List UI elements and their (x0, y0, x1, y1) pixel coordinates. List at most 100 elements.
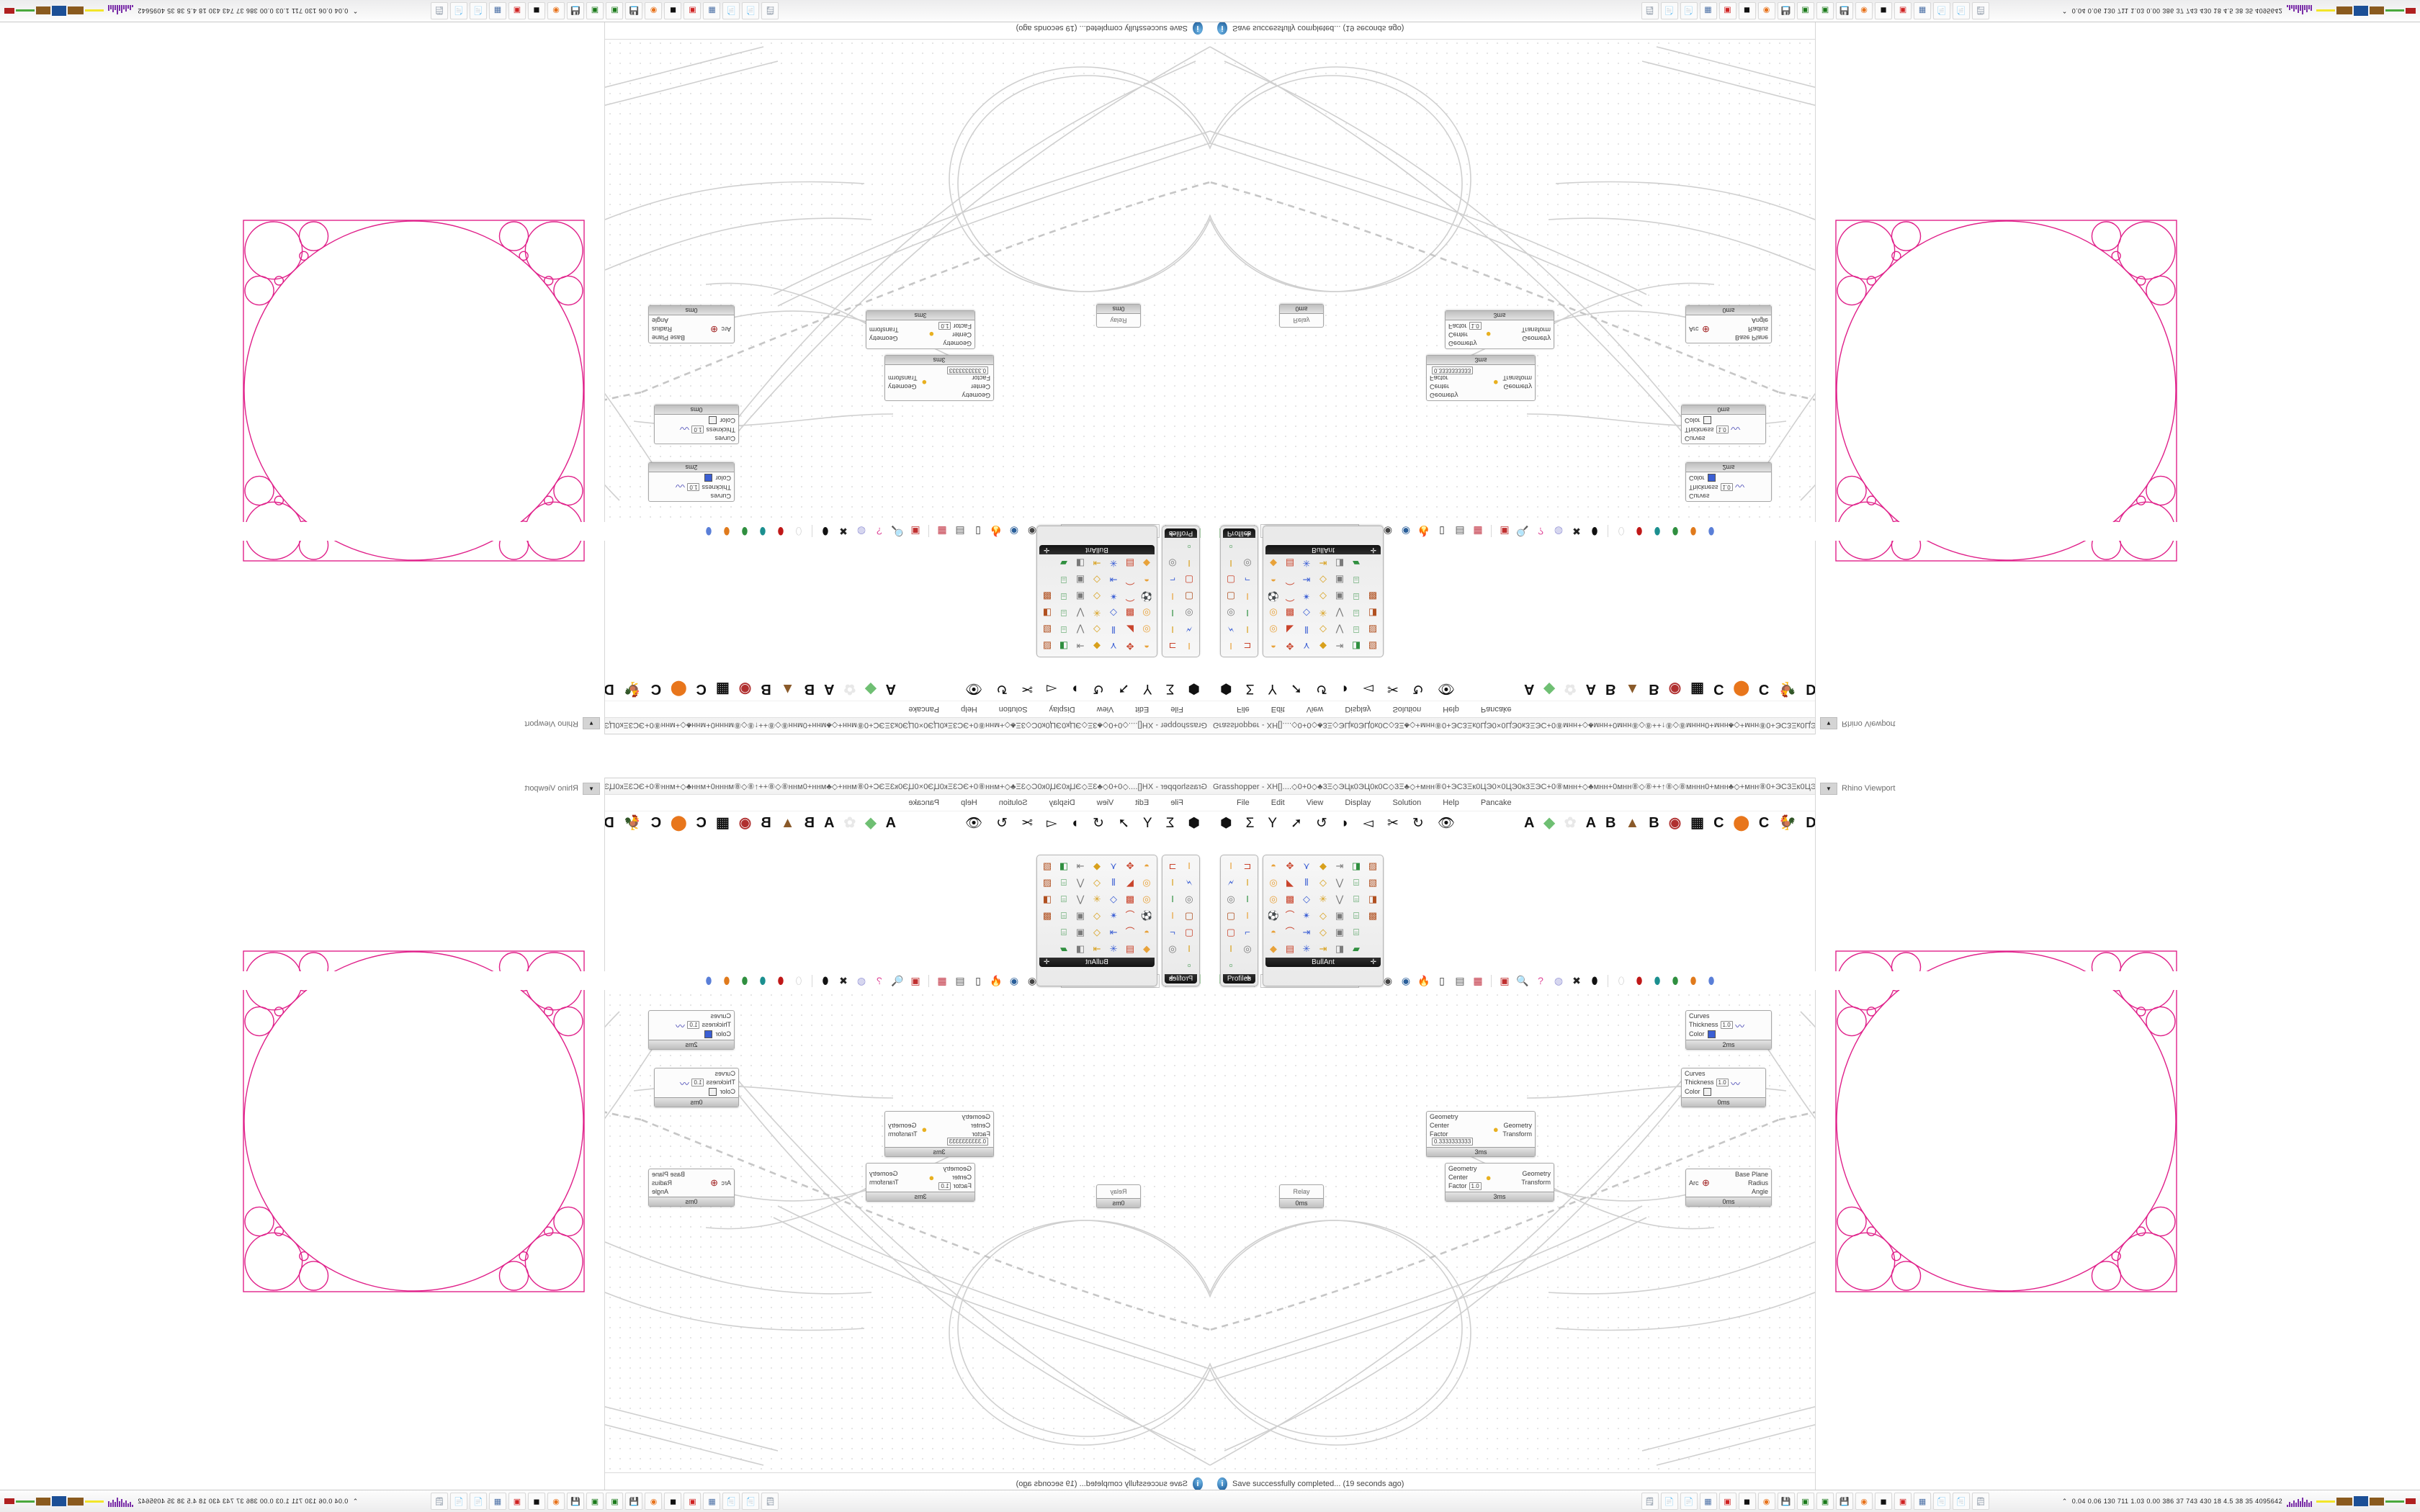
lock-yellow4-icon[interactable]: ⌸ (1353, 926, 1359, 937)
red-vee-icon[interactable]: ⋁ (1076, 624, 1085, 636)
viewport-tab[interactable]: ▼ Rhino Viewport (1816, 713, 2420, 734)
gh-component-scale-third[interactable]: Geometry Center Factor0.3333333333 ● Geometr… (1426, 1111, 1536, 1157)
ibeam-icon[interactable]: I (1246, 893, 1249, 904)
lock-yellow4-icon[interactable]: ⌸ (1061, 575, 1067, 586)
component-tab-9[interactable]: C (696, 814, 707, 831)
yellow-diamond-icon[interactable]: ◆ (1143, 558, 1150, 570)
taskbar-calculator-icon-mirror[interactable]: ▦ (489, 1493, 507, 1510)
taskbar-badger-app-icon[interactable]: ◼ (664, 1493, 682, 1510)
input-param[interactable]: Geometry (1448, 1165, 1482, 1172)
scatter-icon[interactable]: ✖ (1572, 974, 1581, 986)
arc-node-icon[interactable]: ⌒ (1125, 909, 1135, 921)
circle-ring2-icon[interactable]: ◎ (1269, 893, 1278, 904)
component-tab-3[interactable]: A (823, 814, 835, 831)
output-param[interactable]: Transform (1502, 1130, 1532, 1138)
tab-glyph-2[interactable]: Y (1268, 815, 1278, 831)
dots-arrow3-icon[interactable]: ⇥ (1319, 942, 1327, 954)
ibeam-draw3-icon[interactable]: I (1188, 558, 1191, 570)
three-bars-icon[interactable]: ⦀ (1111, 876, 1116, 888)
gh-component-arc-node[interactable]: Arc ⊕ Base Plane Radius Angle 0ms (1685, 1169, 1772, 1207)
param-value[interactable]: 1.0 (691, 1079, 704, 1086)
output-param[interactable]: Geometry (1503, 1121, 1532, 1129)
taskbar-notepad-icon[interactable]: 📄 (1660, 2, 1678, 19)
ibeam2-icon[interactable]: I (1246, 909, 1249, 921)
yellow-plane-icon[interactable]: ◆ (1093, 641, 1101, 652)
menu-item-solution[interactable]: Solution (1392, 705, 1422, 714)
bulb-icon[interactable]: ◍ (856, 526, 866, 538)
rainbow-mesh-icon[interactable]: ▰ (1060, 942, 1067, 954)
component-tab-11[interactable]: C (650, 681, 662, 698)
tab-glyph-6[interactable]: ◅ (1047, 681, 1057, 697)
tab-glyph-5[interactable]: ◗ (1340, 815, 1350, 831)
tab-glyph-7[interactable]: ✂ (1021, 815, 1034, 831)
color-swatch[interactable] (709, 415, 717, 424)
quad-outline2-icon[interactable]: ◇ (1319, 591, 1327, 603)
teal-drop-icon[interactable]: ⬮ (759, 974, 766, 986)
lock-yellow3-icon[interactable]: ⌸ (1061, 909, 1067, 921)
red-quad-icon[interactable]: ◇ (1093, 624, 1101, 636)
input-param[interactable]: Curves (1685, 1070, 1729, 1077)
ball-orange-icon[interactable]: ⚽ (1140, 909, 1153, 921)
tab-glyph-5[interactable]: ◗ (1340, 681, 1350, 697)
color-swatch[interactable] (1703, 415, 1711, 424)
menu-item-help[interactable]: Help (1443, 798, 1459, 807)
remote-panel-icon[interactable]: ▤ (955, 974, 965, 986)
output-param[interactable]: Geometry (1522, 1169, 1551, 1177)
taskbar-notepad2-icon-mirror[interactable]: 📄 (1932, 1493, 1950, 1510)
lock-yellow2-icon[interactable]: ⌸ (1061, 893, 1067, 904)
taskbar-firefox-icon-mirror[interactable]: ◉ (1855, 1493, 1873, 1510)
tab-glyph-0[interactable]: ⬢ (1188, 681, 1200, 697)
lock-yellow3-icon[interactable]: ⌸ (1353, 591, 1359, 603)
arc-node-icon[interactable]: ⌒ (1285, 909, 1295, 921)
viewport-scroll-down[interactable]: ▼ (1820, 782, 1837, 795)
circle-ring2-icon[interactable]: ◎ (1168, 942, 1177, 954)
taskbar-firefox-icon[interactable]: ◉ (645, 1493, 663, 1510)
curve-shade-icon[interactable]: 🗲 (1186, 624, 1193, 636)
arc-node2-icon[interactable]: ⌒ (1285, 926, 1295, 937)
red-star2-icon[interactable]: ✳ (1109, 942, 1118, 954)
component-tab-12[interactable]: 🐓 (1778, 681, 1797, 698)
tab-glyph-7[interactable]: ✂ (1386, 681, 1399, 697)
orange-surface-icon[interactable]: ◨ (1351, 641, 1361, 652)
tab-glyph-0[interactable]: ⬢ (1188, 815, 1200, 831)
component-tab-4[interactable]: B (804, 681, 815, 698)
ibeam-icon[interactable]: I (1246, 608, 1249, 619)
output-param[interactable]: Base Plane (1734, 1171, 1768, 1178)
taskbar-red-app-icon-mirror[interactable]: ▣ (1894, 1493, 1912, 1510)
tray-blocks-icon[interactable] (2316, 5, 2416, 17)
red-frame-icon[interactable]: ▣ (1335, 909, 1345, 921)
taskbar-floppy-64-icon-mirror[interactable]: 💾 (1835, 1493, 1853, 1510)
tab-glyph-9[interactable]: 👁 (965, 681, 983, 697)
dots-arrow-icon[interactable]: ⇥ (1076, 860, 1085, 871)
input-param[interactable]: Color (691, 1088, 735, 1097)
taskbar-calculator-icon[interactable]: ▦ (703, 2, 721, 19)
file-red-icon[interactable]: ▣ (910, 974, 920, 986)
star-dots-icon[interactable]: ✴ (1302, 591, 1311, 603)
orange-surface-icon[interactable]: ◨ (1059, 860, 1069, 871)
palette-expand-icon[interactable]: ✛ (1044, 546, 1050, 554)
input-param[interactable]: Thickness1.0 (691, 1079, 735, 1086)
red-grid-surface-icon[interactable]: ▨ (1042, 860, 1052, 871)
param-value[interactable]: 1.0 (1716, 1079, 1729, 1086)
tab-glyph-4[interactable]: ↺ (1315, 681, 1327, 697)
input-param[interactable]: Geometry (938, 340, 972, 347)
circle-ring2-icon[interactable]: ◎ (1243, 942, 1252, 954)
profiler-icon[interactable]: ▯ (1439, 526, 1445, 538)
red-point-surface-icon[interactable]: ▧ (1042, 876, 1052, 888)
taskbar-notepad-icon-mirror[interactable]: 📄 (450, 1493, 468, 1510)
component-tab-5[interactable]: ▲ (1625, 681, 1640, 698)
red-frame2-icon[interactable]: ▣ (1335, 575, 1345, 586)
lshape-icon[interactable]: ⌐ (1245, 575, 1250, 586)
output-param[interactable]: Angle (652, 317, 669, 324)
tab-glyph-7[interactable]: ✂ (1386, 815, 1399, 831)
arc-node2-icon[interactable]: ⌒ (1285, 575, 1295, 586)
param-value[interactable]: 1.0 (1716, 426, 1729, 433)
component-tab-7[interactable]: ◉ (1668, 814, 1682, 831)
component-tab-3[interactable]: A (1585, 681, 1597, 698)
bake-flame-icon[interactable]: 🔥 (990, 974, 1003, 986)
blue-drop-icon[interactable]: ⬮ (705, 526, 712, 538)
orange-drop-icon[interactable]: ⬮ (1690, 974, 1697, 986)
